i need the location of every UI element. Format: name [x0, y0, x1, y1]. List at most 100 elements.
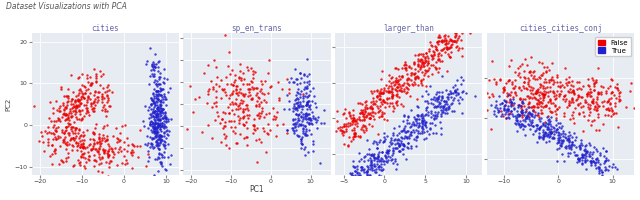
Point — [248, 87, 258, 91]
Point — [388, 83, 399, 86]
Point — [49, 124, 59, 127]
Point — [380, 162, 390, 165]
Point — [148, 68, 159, 71]
Point — [218, 126, 228, 129]
Point — [627, 81, 637, 84]
Point — [337, 185, 348, 188]
Point — [445, 89, 455, 92]
Point — [510, 114, 520, 118]
Point — [427, 45, 437, 48]
Point — [155, 112, 165, 115]
Point — [223, 97, 234, 100]
Point — [415, 60, 426, 63]
Point — [252, 99, 262, 103]
Point — [77, 146, 88, 149]
Point — [567, 99, 577, 102]
Point — [417, 125, 428, 129]
Point — [522, 95, 532, 98]
Point — [385, 102, 395, 105]
Point — [588, 100, 598, 103]
Point — [252, 114, 262, 117]
Point — [429, 104, 440, 107]
Point — [426, 57, 436, 61]
Point — [292, 120, 302, 124]
Point — [354, 118, 364, 121]
Point — [60, 119, 70, 122]
Point — [420, 57, 430, 60]
Point — [575, 147, 585, 150]
Point — [552, 90, 562, 93]
Point — [448, 92, 458, 95]
Point — [569, 131, 579, 134]
Point — [559, 85, 569, 88]
Point — [38, 149, 49, 153]
Point — [243, 109, 253, 112]
Point — [600, 91, 611, 95]
Point — [586, 87, 596, 90]
Point — [435, 48, 445, 51]
Point — [185, 84, 195, 87]
Point — [421, 52, 431, 55]
Point — [147, 72, 157, 75]
Point — [163, 143, 173, 146]
Point — [298, 123, 308, 127]
Point — [553, 121, 563, 124]
Point — [107, 90, 117, 93]
Point — [242, 136, 252, 139]
Point — [534, 128, 544, 131]
Point — [403, 76, 413, 80]
Point — [301, 104, 311, 107]
Point — [95, 162, 106, 165]
Point — [305, 107, 315, 110]
Point — [344, 172, 355, 175]
Point — [440, 109, 451, 112]
Point — [93, 96, 103, 99]
Point — [446, 95, 456, 98]
Point — [303, 117, 313, 120]
Point — [368, 154, 378, 158]
Point — [301, 104, 312, 107]
Point — [385, 159, 396, 162]
Point — [86, 147, 96, 151]
Point — [615, 98, 625, 101]
Point — [417, 114, 428, 118]
Point — [538, 85, 548, 88]
Point — [150, 120, 161, 123]
Point — [522, 95, 532, 98]
Point — [524, 113, 534, 116]
Point — [379, 89, 389, 92]
Point — [218, 111, 228, 114]
Point — [154, 156, 164, 159]
Point — [523, 83, 533, 86]
Point — [154, 137, 164, 141]
Point — [424, 126, 435, 130]
Point — [302, 87, 312, 90]
Point — [586, 162, 596, 165]
Point — [163, 133, 173, 136]
Point — [545, 129, 555, 132]
Point — [412, 118, 422, 121]
Point — [537, 61, 547, 64]
Point — [559, 94, 569, 97]
Point — [300, 145, 310, 148]
Point — [47, 144, 57, 147]
Point — [156, 113, 166, 116]
Point — [149, 130, 159, 133]
Point — [588, 97, 598, 101]
Point — [440, 101, 451, 104]
Point — [508, 103, 518, 107]
Point — [365, 104, 376, 107]
Point — [564, 136, 574, 140]
Point — [399, 136, 409, 139]
Point — [372, 147, 382, 150]
Point — [450, 34, 460, 38]
Point — [97, 156, 108, 159]
Point — [513, 73, 523, 76]
Point — [429, 105, 439, 109]
Point — [412, 104, 422, 107]
Point — [574, 80, 584, 83]
Point — [59, 109, 69, 112]
Point — [540, 130, 550, 133]
Point — [362, 113, 372, 117]
Point — [157, 123, 167, 127]
